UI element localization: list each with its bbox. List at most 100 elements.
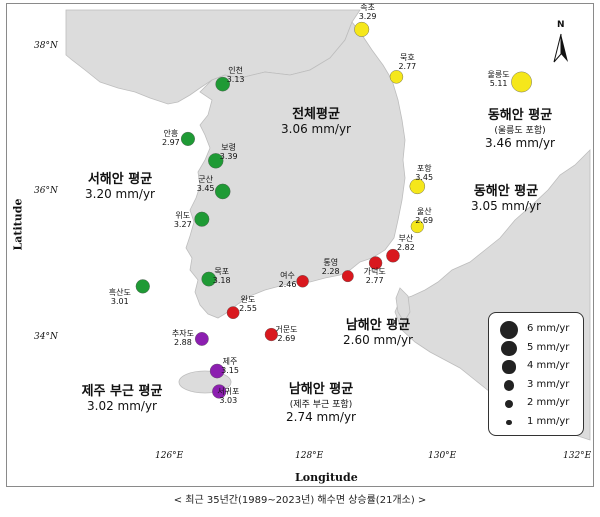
station-marker-19: [209, 363, 225, 379]
station-marker-2: [511, 71, 532, 93]
region-south-jeju-subtitle: (제주 부근 포함): [289, 400, 353, 410]
station-name: 보령: [221, 142, 237, 152]
legend-label: 5 mm/yr: [527, 341, 570, 353]
station-label-19: 제주 3.15: [221, 357, 239, 375]
station-name: 가덕도: [363, 267, 386, 276]
station-name: 거문도: [275, 324, 298, 334]
station-label-17: 거문도 2.69: [275, 325, 297, 343]
station-marker-5: [215, 76, 230, 92]
station-marker-15: [296, 275, 309, 288]
region-west: 서해안 평균 3.20 mm/yr: [72, 168, 168, 201]
x-tick-128: 128°E: [295, 451, 324, 461]
station-name: 위도: [175, 211, 191, 221]
station-marker-11: [135, 279, 150, 294]
station-label-2: 울릉도 5.11: [488, 70, 510, 88]
legend-label: 1 mm/yr: [527, 415, 570, 427]
legend-dot: [504, 399, 514, 409]
legend-label: 2 mm/yr: [527, 397, 570, 408]
region-south: 남해안 평균 2.60 mm/yr: [330, 314, 426, 347]
station-rate: 3.03: [219, 396, 238, 406]
station-marker-3: [409, 178, 426, 195]
station-rate: 3.01: [110, 297, 129, 307]
north-arrow: N: [551, 20, 571, 66]
station-rate: 2.82: [396, 242, 415, 252]
station-marker-13: [368, 256, 383, 270]
station-name: 속초: [360, 3, 375, 13]
region-south-jeju: 남해안 평균 (제주 부근 포함) 2.74 mm/yr: [272, 378, 370, 424]
station-name: 묵호: [399, 52, 415, 62]
station-name: 인천: [228, 66, 243, 76]
station-name: 목포: [214, 267, 230, 277]
station-marker-0: [354, 21, 370, 37]
legend-dot: [503, 380, 515, 391]
station-name: 부산: [398, 233, 414, 243]
station-name: 추자도: [171, 328, 194, 338]
station-label-10: 목포 3.18: [213, 267, 231, 285]
station-label-18: 추자도 2.88: [172, 329, 194, 347]
station-rate: 3.27: [173, 220, 192, 230]
region-east-title: 동해안 평균: [473, 184, 539, 199]
legend-item: 1 mm/yr: [489, 414, 585, 432]
station-rate: 3.39: [219, 151, 238, 161]
station-rate: 2.69: [415, 215, 434, 225]
stations-layer: [135, 21, 532, 399]
station-rate: 2.77: [365, 276, 384, 285]
region-national-title: 전체평균: [292, 107, 340, 122]
region-jeju-value: 3.02 mm/yr: [87, 399, 157, 413]
x-tick-130: 130°E: [428, 451, 457, 461]
y-tick-36: 36°N: [34, 186, 58, 196]
region-south-jeju-title: 남해안 평균: [288, 382, 354, 397]
y-tick-38: 38°N: [34, 41, 58, 51]
legend-item: 2 mm/yr: [489, 395, 585, 413]
station-name: 흑산도: [108, 288, 131, 298]
station-label-16: 완도 2.55: [239, 295, 257, 313]
station-rate: 3.13: [226, 75, 245, 85]
caption: < 최근 35년간(1989~2023년) 해수면 상승률(21개소) >: [173, 495, 427, 506]
station-marker-9: [194, 211, 210, 227]
region-west-value: 3.20 mm/yr: [85, 187, 155, 201]
legend-dot: [506, 419, 512, 426]
station-marker-16: [226, 306, 240, 319]
station-rate: 3.45: [196, 184, 215, 194]
station-rate: 2.46: [278, 280, 297, 290]
station-label-4: 울산 2.69: [415, 207, 433, 225]
legend-item: 6 mm/yr: [489, 321, 585, 339]
station-rate: 2.69: [277, 333, 296, 343]
station-name: 여수: [280, 271, 295, 281]
station-label-7: 보령 3.39: [220, 143, 238, 161]
legend: 6 mm/yr 5 mm/yr 4 mm/yr 3 mm/yr 2 mm/yr 1 mm/…: [488, 312, 584, 436]
region-east: 동해안 평균 3.05 mm/yr: [458, 180, 554, 213]
region-south-title: 남해안 평균: [345, 318, 411, 333]
station-marker-6: [180, 131, 195, 146]
region-national: 전체평균 3.06 mm/yr: [270, 103, 362, 136]
station-rate: 2.88: [173, 337, 192, 347]
region-south-value: 2.60 mm/yr: [343, 333, 413, 347]
station-label-20: 서귀포 3.03: [217, 387, 239, 405]
station-name: 제주: [222, 357, 238, 367]
station-name: 포항: [416, 164, 432, 174]
region-west-title: 서해안 평균: [87, 172, 153, 187]
station-marker-18: [194, 332, 209, 346]
station-label-9: 위도 3.27: [174, 211, 192, 229]
region-east-value: 3.05 mm/yr: [471, 199, 541, 213]
station-label-0: 속초 3.29: [359, 3, 377, 21]
y-tick-34: 34°N: [34, 332, 58, 342]
region-east-ulleung: 동해안 평균 (울릉도 포함) 3.46 mm/yr: [470, 104, 570, 150]
north-label: N: [557, 20, 565, 30]
station-marker-10: [201, 271, 217, 287]
station-name: 울산: [416, 206, 432, 216]
station-rate: 2.97: [161, 137, 180, 147]
station-name: 울릉도: [487, 69, 510, 79]
station-marker-4: [410, 219, 424, 234]
station-rate: 3.29: [358, 12, 377, 22]
tsushima-island: [395, 287, 411, 323]
x-tick-132: 132°E: [563, 451, 592, 461]
station-rate: 3.18: [212, 276, 231, 286]
station-name: 안흥: [163, 128, 179, 138]
station-rate: 3.15: [221, 366, 239, 376]
region-east-ulleung-subtitle: (울릉도 포함): [494, 126, 546, 136]
station-marker-1: [389, 70, 404, 84]
legend-label: 3 mm/yr: [527, 378, 570, 390]
station-marker-20: [212, 384, 227, 399]
station-rate: 2.77: [398, 61, 417, 71]
